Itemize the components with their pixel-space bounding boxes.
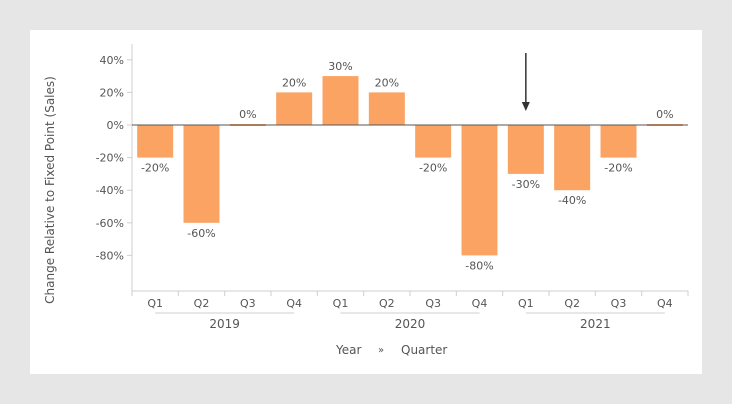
bars <box>137 76 683 256</box>
bar-value-label: 0% <box>239 108 256 121</box>
value-labels: -20% -60% 0% 20% 30% 20% -20% -80% -30% -40% -20% 0… <box>141 60 674 272</box>
bar-value-label: -20% <box>419 162 447 175</box>
x-tick-label-quarter: Q1 <box>147 297 163 310</box>
bar <box>137 125 174 158</box>
bar-value-label: 20% <box>282 76 306 89</box>
x-tick-label-quarter: Q2 <box>379 297 395 310</box>
bar-value-label: 20% <box>375 76 399 89</box>
bar-value-label: 30% <box>328 60 352 73</box>
x-tick-label-quarter: Q1 <box>518 297 534 310</box>
y-axis-title: Change Relative to Fixed Point (Sales) <box>43 76 57 304</box>
bar-chart: Change Relative to Fixed Point (Sales) 4… <box>43 44 689 331</box>
x-tick-label-quarter: Q1 <box>333 297 349 310</box>
bar-value-label: -20% <box>604 162 632 175</box>
bar-value-label: -60% <box>187 227 215 240</box>
chart-card: Change Relative to Fixed Point (Sales) 4… <box>30 30 702 374</box>
x-tick-label-quarter: Q4 <box>472 297 488 310</box>
bar <box>415 125 452 158</box>
bar <box>368 92 405 125</box>
y-axis-title-group: Change Relative to Fixed Point (Sales) <box>43 76 57 304</box>
bar <box>600 125 637 158</box>
x-tick-label-quarter: Q3 <box>240 297 256 310</box>
bar-value-label: -80% <box>465 259 493 272</box>
y-tick-label: -60% <box>96 217 124 230</box>
bar <box>183 125 220 223</box>
y-tick-label: -20% <box>96 152 124 165</box>
x-axis-title-separator: » <box>378 345 385 356</box>
x-tick-label-year: 2021 <box>580 317 611 331</box>
x-tick-label-year: 2020 <box>395 317 426 331</box>
y-tick-label: -80% <box>96 249 124 262</box>
bar <box>554 125 591 191</box>
x-axis-title-year: Year <box>336 343 362 357</box>
y-tick-label: 0% <box>107 119 124 132</box>
x-tick-label-year: 2019 <box>209 317 240 331</box>
bar-value-label: -40% <box>558 194 586 207</box>
x-tick-label-quarter: Q3 <box>611 297 627 310</box>
x-tick-label-quarter: Q3 <box>425 297 441 310</box>
bar <box>507 125 544 174</box>
y-tick-label: 40% <box>100 54 124 67</box>
y-axis: 40% 20% 0% -20% -40% -60% -80% <box>96 44 133 291</box>
bar-value-label: -30% <box>512 178 540 191</box>
x-tick-label-quarter: Q2 <box>564 297 580 310</box>
bar <box>322 76 359 125</box>
y-tick-label: 20% <box>100 86 124 99</box>
bar-value-label: 0% <box>656 108 673 121</box>
bar-value-label: -20% <box>141 162 169 175</box>
y-tick-label: -40% <box>96 184 124 197</box>
x-tick-label-quarter: Q4 <box>286 297 302 310</box>
bar <box>276 92 313 125</box>
x-axis: Q1 Q2 Q3 Q4 Q1 Q2 Q3 Q4 Q1 Q2 Q3 Q4 2019 2020 2021 <box>131 290 689 331</box>
x-tick-label-quarter: Q4 <box>657 297 673 310</box>
x-axis-title-quarter: Quarter <box>401 343 448 357</box>
marker-arrow-head <box>521 102 530 111</box>
x-tick-label-quarter: Q2 <box>194 297 210 310</box>
fixed-point-marker <box>521 53 530 111</box>
bar <box>461 125 498 256</box>
